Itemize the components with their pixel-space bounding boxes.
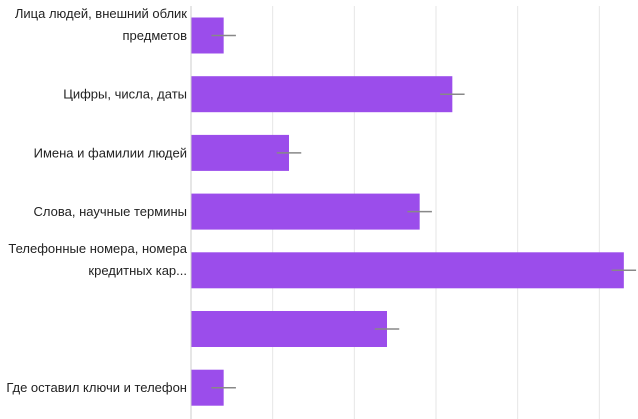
- category-label: Телефонные номера, номера: [8, 241, 187, 256]
- category-label: Слова, научные термины: [34, 204, 187, 219]
- category-label: Имена и фамилии людей: [34, 145, 187, 160]
- bar: [191, 134, 289, 171]
- category-labels: Лица людей, внешний облик предметов Цифры,…: [6, 6, 187, 395]
- category-label: Лица людей, внешний облик: [15, 6, 187, 21]
- bar: [191, 252, 624, 289]
- bars: [191, 17, 624, 406]
- category-label: Где оставил ключи и телефон: [6, 380, 187, 395]
- gridlines: [272, 6, 600, 419]
- category-label: Цифры, числа, даты: [63, 87, 187, 102]
- category-label: кредитных кар...: [88, 263, 187, 278]
- bar: [191, 76, 453, 113]
- error-bars: [211, 34, 637, 389]
- bar: [191, 193, 420, 230]
- bar: [191, 311, 387, 347]
- category-label: предметов: [123, 28, 188, 43]
